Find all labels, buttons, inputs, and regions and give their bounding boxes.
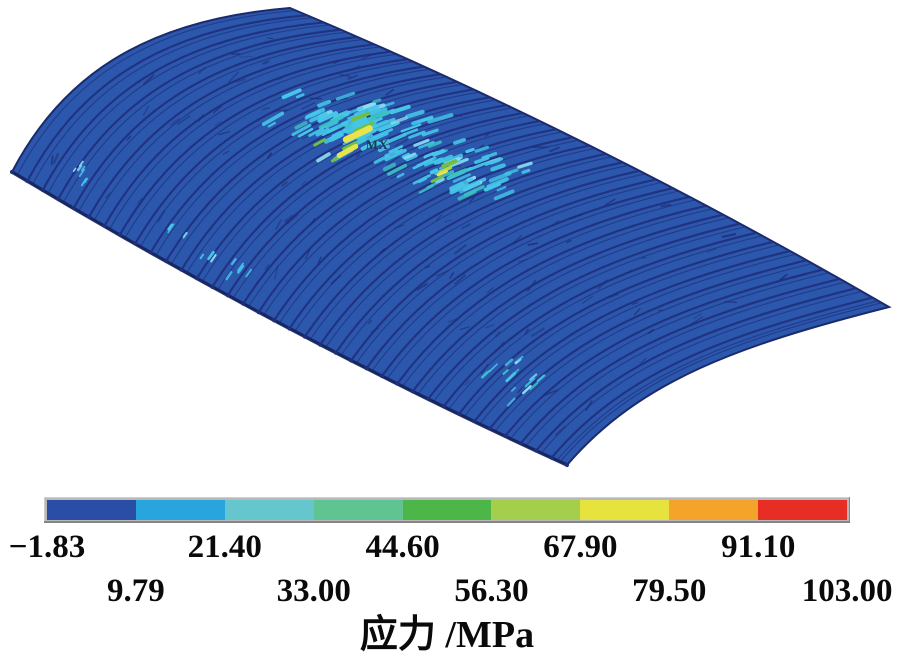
colorbar-segment-7 <box>669 500 759 520</box>
colorbar-tick-label: 33.00 <box>276 573 351 609</box>
colorbar-title: 应力 /MPa <box>359 614 535 656</box>
colorbar-tick-label: 56.30 <box>454 573 529 609</box>
max-stress-marker: MX <box>366 138 389 152</box>
colorbar-tick-label: 91.10 <box>721 529 796 565</box>
colorbar-tick-label: −1.83 <box>8 529 86 565</box>
colorbar-segment-0 <box>47 500 136 520</box>
colorbar-segment-2 <box>224 500 314 520</box>
colorbar-tick-label: 9.79 <box>107 573 165 609</box>
shell-contour-canvas <box>9 6 892 468</box>
colorbar-segment-3 <box>313 500 403 520</box>
colorbar-segment-4 <box>402 500 492 520</box>
colorbar-strip <box>47 500 848 520</box>
colorbar-tick-label: 21.40 <box>187 529 262 565</box>
colorbar-segment-5 <box>491 500 581 520</box>
colorbar-tick-label: 79.50 <box>632 573 707 609</box>
colorbar-tick-label: 103.00 <box>801 573 893 609</box>
colorbar-segment-6 <box>580 500 670 520</box>
shell-model-view: MX <box>9 6 892 468</box>
stress-colorbar <box>44 497 850 523</box>
colorbar-tick-label: 44.60 <box>365 529 440 565</box>
colorbar-segment-1 <box>135 500 225 520</box>
colorbar-tick-label: 67.90 <box>543 529 618 565</box>
colorbar-segment-8 <box>758 500 848 520</box>
